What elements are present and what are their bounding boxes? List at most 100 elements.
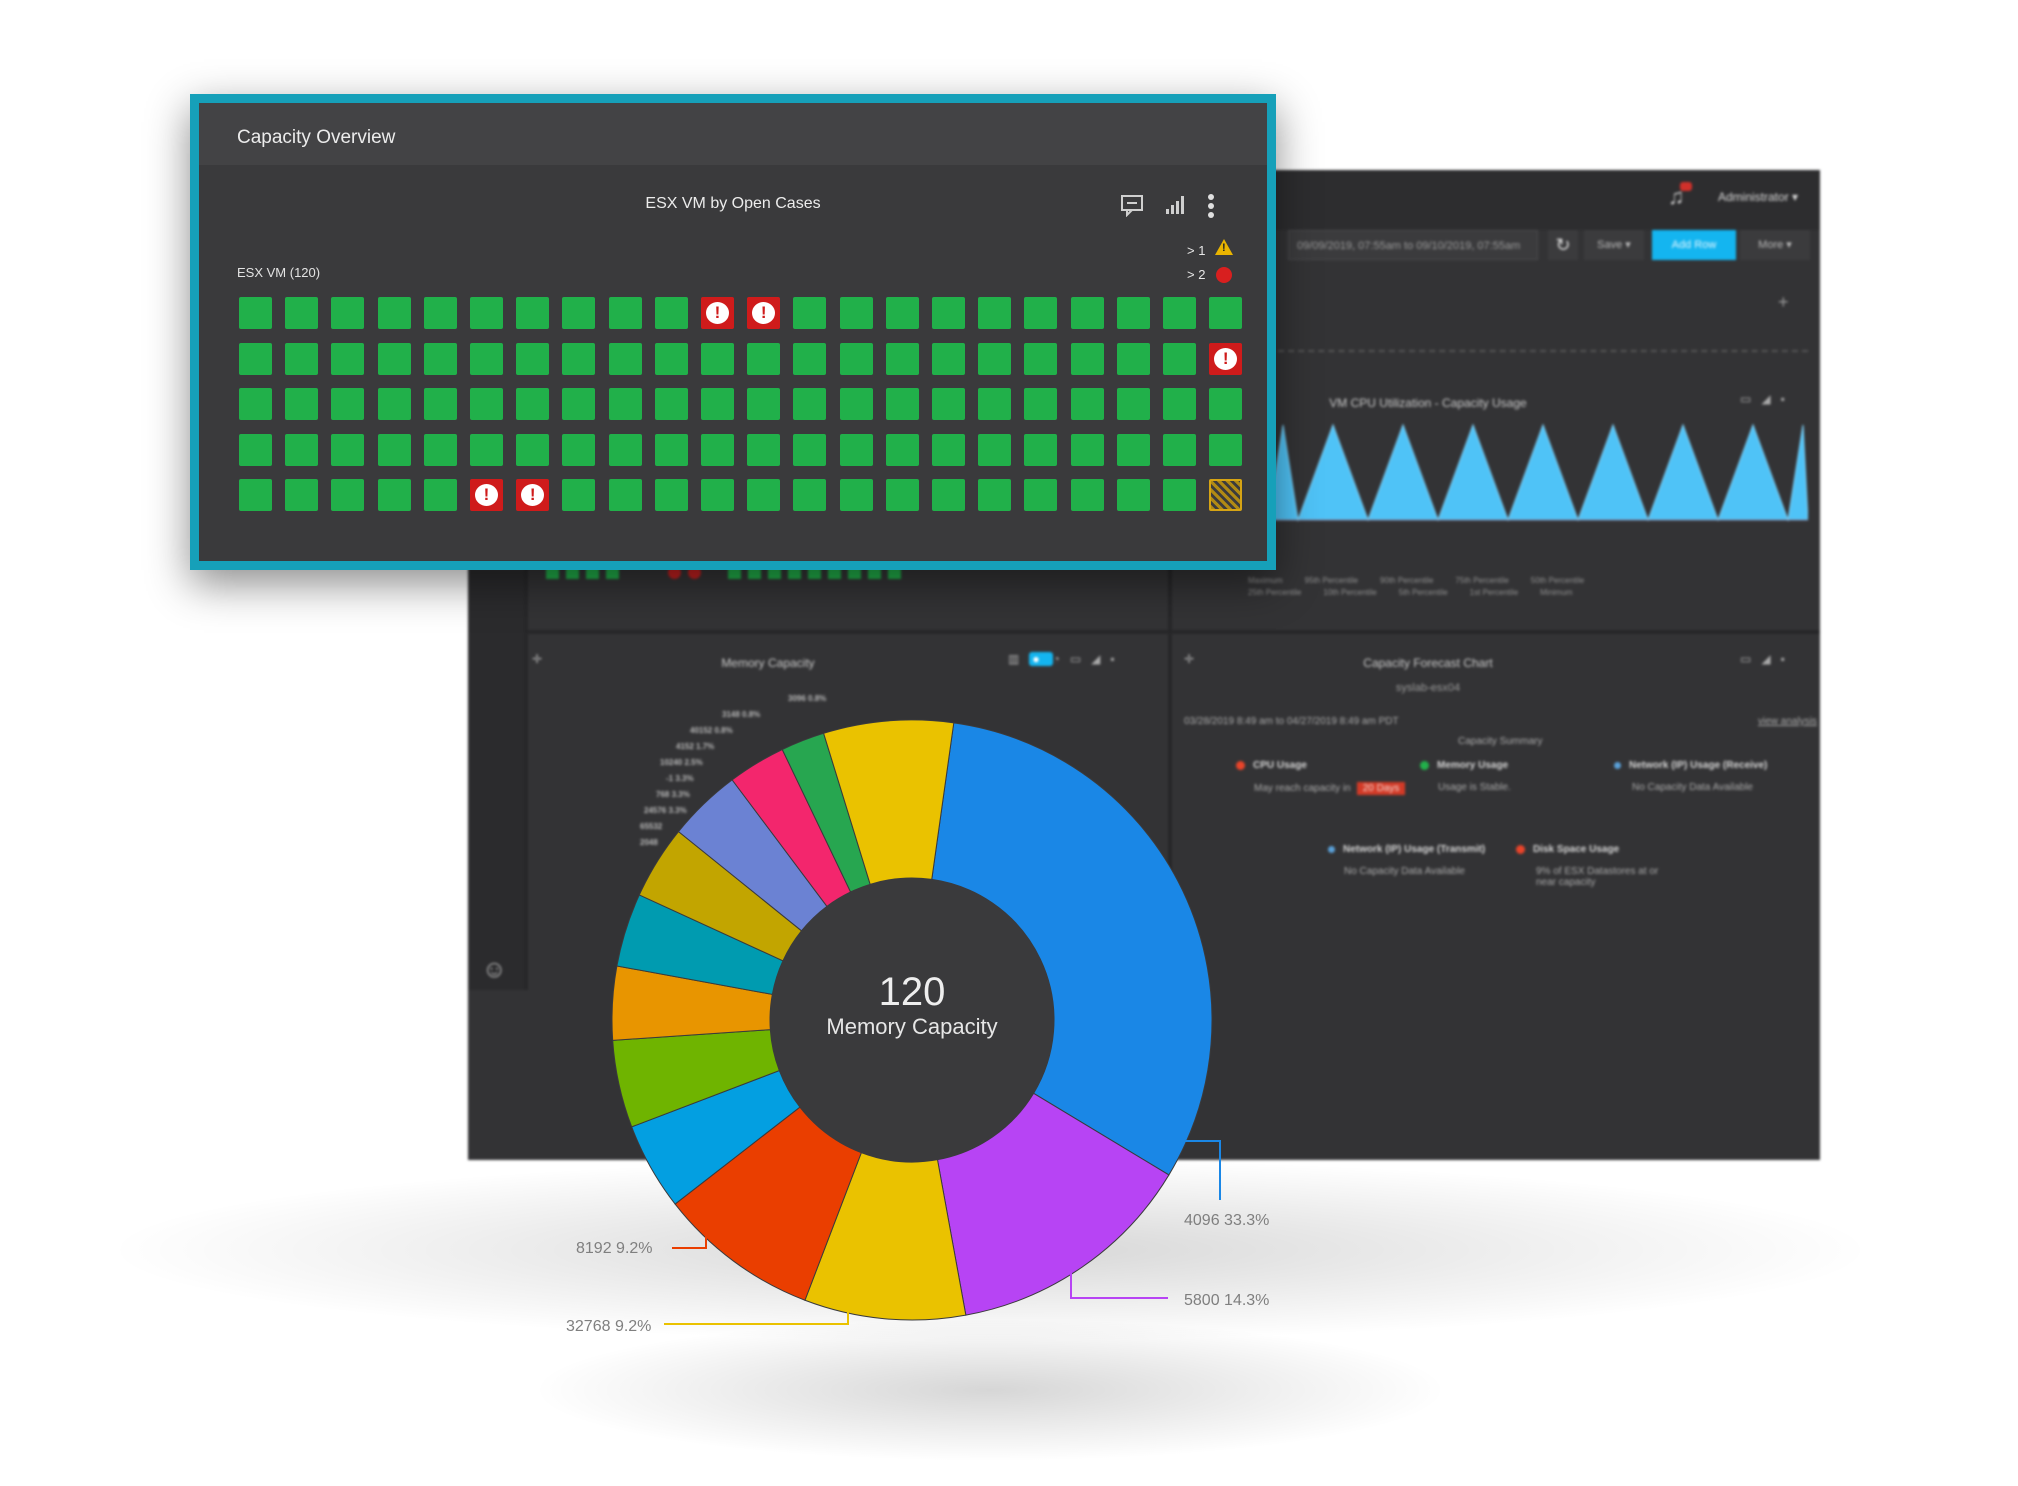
forecast-panel-icons[interactable]: ▭◢▪ bbox=[1740, 652, 1795, 666]
vm-tile[interactable] bbox=[885, 297, 919, 329]
vm-tile[interactable] bbox=[1116, 297, 1150, 329]
vm-tile[interactable] bbox=[1163, 342, 1196, 375]
vm-tile[interactable] bbox=[562, 342, 596, 375]
vm-tile[interactable] bbox=[793, 433, 827, 466]
vm-tile[interactable] bbox=[1070, 433, 1104, 466]
vm-tile[interactable] bbox=[747, 433, 781, 466]
vm-tile[interactable] bbox=[285, 297, 319, 329]
vm-tile[interactable] bbox=[1116, 433, 1150, 466]
vm-tile[interactable] bbox=[701, 388, 734, 420]
vm-tile[interactable] bbox=[608, 388, 642, 420]
vm-tile[interactable] bbox=[470, 388, 503, 420]
vm-tile[interactable] bbox=[1209, 297, 1243, 329]
vm-tile[interactable] bbox=[654, 297, 688, 329]
vm-tile[interactable] bbox=[608, 297, 642, 329]
vm-tile[interactable] bbox=[239, 297, 272, 329]
vm-tile[interactable] bbox=[423, 342, 457, 375]
save-button[interactable]: Save ▾ bbox=[1584, 230, 1644, 260]
vm-tile[interactable] bbox=[1116, 388, 1150, 420]
vm-tile[interactable] bbox=[1070, 297, 1104, 329]
vm-tile[interactable] bbox=[932, 342, 965, 375]
vm-tile[interactable] bbox=[516, 388, 550, 420]
vm-tile-alert[interactable]: ! bbox=[701, 297, 734, 329]
add-widget-icon[interactable]: + bbox=[1778, 292, 1789, 312]
vm-tile-alert[interactable]: ! bbox=[516, 479, 550, 511]
vm-tile[interactable] bbox=[239, 479, 272, 511]
vm-tile[interactable] bbox=[978, 388, 1012, 420]
vm-tile[interactable] bbox=[932, 297, 965, 329]
vm-tile[interactable] bbox=[516, 297, 550, 329]
vm-tile[interactable] bbox=[470, 342, 503, 375]
vm-tile[interactable] bbox=[1024, 297, 1058, 329]
vm-tile[interactable] bbox=[423, 433, 457, 466]
vm-tile[interactable] bbox=[1070, 388, 1104, 420]
vm-tile[interactable] bbox=[654, 433, 688, 466]
vm-tile[interactable] bbox=[608, 342, 642, 375]
vm-tile[interactable] bbox=[562, 297, 596, 329]
vm-tile[interactable] bbox=[377, 342, 411, 375]
vm-tile[interactable] bbox=[331, 297, 365, 329]
comment-icon[interactable] bbox=[1119, 193, 1145, 217]
vm-tile[interactable] bbox=[285, 479, 319, 511]
vm-tile[interactable] bbox=[932, 479, 965, 511]
vm-tile[interactable] bbox=[516, 342, 550, 375]
vm-tile[interactable] bbox=[1070, 479, 1104, 511]
vm-tile[interactable] bbox=[839, 433, 873, 466]
vm-tile[interactable] bbox=[885, 388, 919, 420]
vm-tile[interactable] bbox=[608, 479, 642, 511]
vm-tile[interactable] bbox=[885, 479, 919, 511]
vm-tile[interactable] bbox=[978, 433, 1012, 466]
refresh-icon[interactable]: ↻ bbox=[1548, 230, 1578, 260]
vm-tile[interactable] bbox=[377, 297, 411, 329]
vm-tile[interactable] bbox=[1070, 342, 1104, 375]
memory-panel-icons[interactable]: ▥ ● ◔▭◢▪ bbox=[1008, 652, 1125, 666]
vm-tile[interactable] bbox=[747, 388, 781, 420]
vm-tile[interactable] bbox=[793, 388, 827, 420]
vm-tile[interactable] bbox=[932, 433, 965, 466]
vm-tile[interactable] bbox=[285, 433, 319, 466]
vm-tile[interactable] bbox=[285, 342, 319, 375]
vm-tile[interactable] bbox=[1163, 297, 1196, 329]
vm-tile[interactable] bbox=[793, 479, 827, 511]
vm-tile[interactable] bbox=[377, 479, 411, 511]
vm-tile[interactable] bbox=[654, 388, 688, 420]
drag-handle-icon[interactable]: ✛ bbox=[532, 652, 553, 666]
vm-tile[interactable] bbox=[839, 388, 873, 420]
vm-tile[interactable] bbox=[978, 297, 1012, 329]
add-row-button[interactable]: Add Row bbox=[1652, 230, 1736, 260]
vm-tile[interactable] bbox=[423, 388, 457, 420]
vm-tile[interactable] bbox=[377, 388, 411, 420]
vm-tile[interactable] bbox=[701, 433, 734, 466]
vm-tile[interactable] bbox=[978, 342, 1012, 375]
vm-tile[interactable] bbox=[470, 297, 503, 329]
vm-tile[interactable] bbox=[562, 479, 596, 511]
vm-tile[interactable] bbox=[885, 433, 919, 466]
forecast-drag-icon[interactable]: ✛ bbox=[1184, 652, 1205, 666]
vm-tile[interactable] bbox=[701, 342, 734, 375]
vm-tile[interactable] bbox=[1024, 433, 1058, 466]
date-range-picker[interactable]: 09/09/2019, 07:55am to 09/10/2019, 07:55… bbox=[1288, 230, 1538, 260]
cpu-panel-icons[interactable]: ▭◢▪ bbox=[1740, 392, 1795, 406]
vm-tile[interactable] bbox=[1116, 479, 1150, 511]
vm-tile[interactable] bbox=[331, 433, 365, 466]
vm-tile[interactable] bbox=[793, 342, 827, 375]
vm-tile[interactable] bbox=[839, 479, 873, 511]
user-icon[interactable]: ☺ bbox=[482, 956, 507, 983]
vm-tile[interactable] bbox=[1209, 433, 1243, 466]
vm-tile[interactable] bbox=[1024, 479, 1058, 511]
vm-tile[interactable] bbox=[747, 479, 781, 511]
vm-tile[interactable] bbox=[1209, 388, 1243, 420]
vm-tile[interactable] bbox=[839, 342, 873, 375]
vm-tile[interactable] bbox=[377, 433, 411, 466]
vm-tile[interactable] bbox=[932, 388, 965, 420]
vm-tile[interactable] bbox=[331, 342, 365, 375]
vm-tile[interactable] bbox=[423, 479, 457, 511]
vm-tile[interactable] bbox=[562, 433, 596, 466]
more-vertical-icon[interactable] bbox=[1205, 193, 1217, 219]
vm-tile[interactable] bbox=[562, 388, 596, 420]
signal-bars-icon[interactable] bbox=[1163, 193, 1187, 217]
vm-tile-unknown[interactable] bbox=[1209, 479, 1243, 511]
more-button[interactable]: More ▾ bbox=[1740, 230, 1810, 260]
admin-menu[interactable]: Administrator ▾ bbox=[1718, 190, 1799, 204]
vm-tile[interactable] bbox=[1024, 388, 1058, 420]
